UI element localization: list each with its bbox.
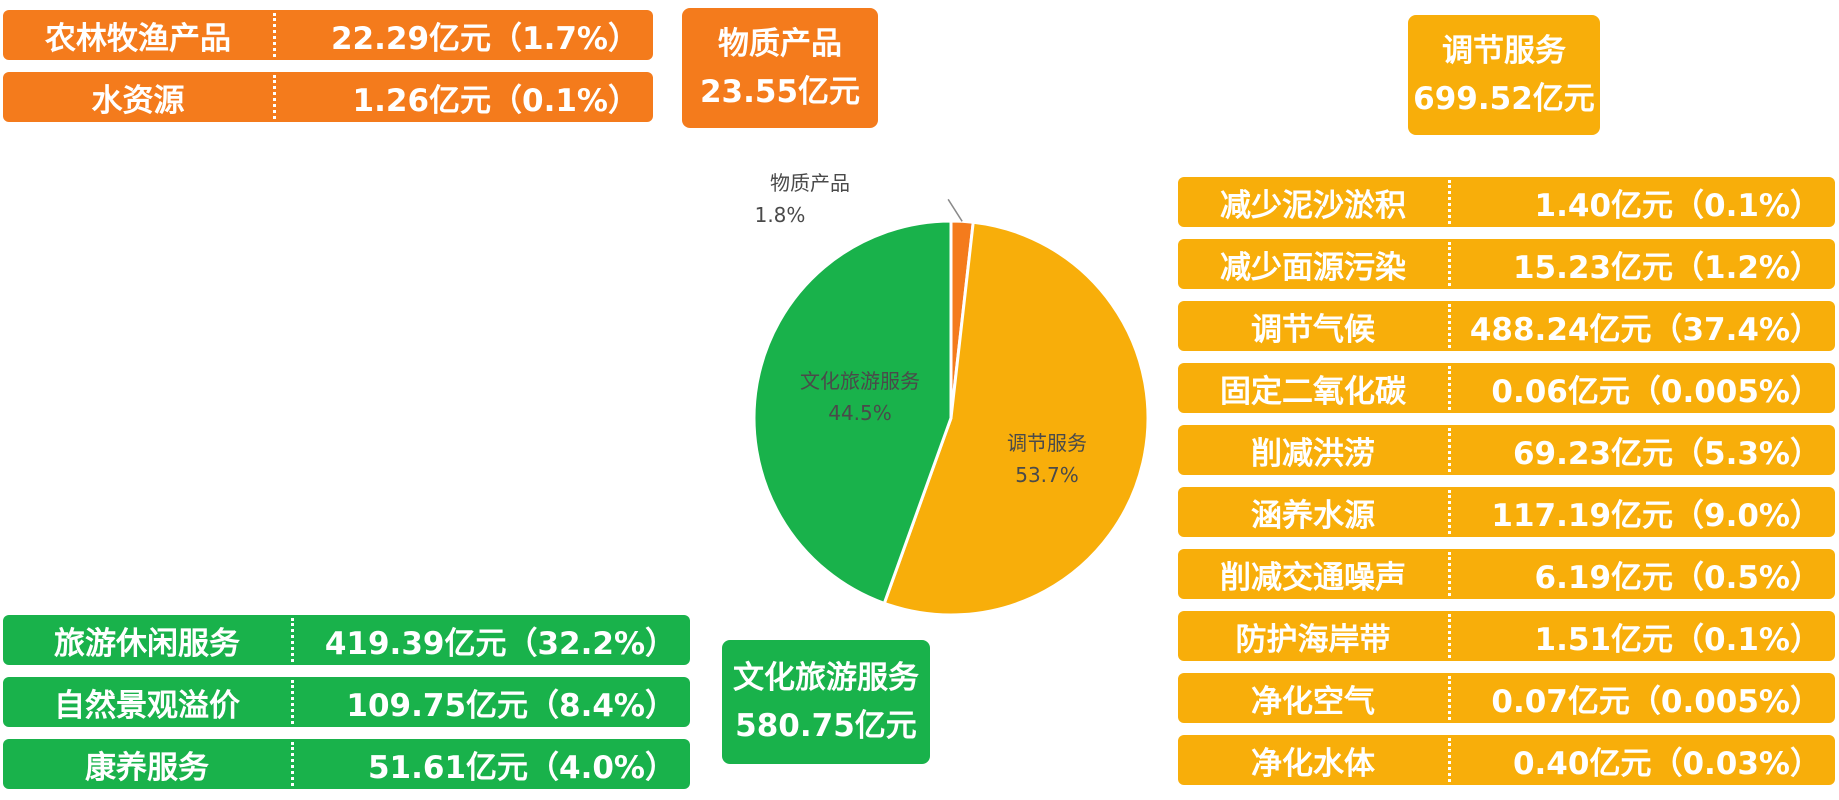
cultural-item-name: 旅游休闲服务 <box>54 625 240 662</box>
row-separator <box>1448 738 1451 782</box>
regulating-item-row: 防护海岸带 1.51亿元（0.1%） <box>1178 611 1835 661</box>
cultural-summary-box: 文化旅游服务 580.75亿元 <box>722 640 930 764</box>
cultural-item-row: 康养服务 51.61亿元（4.0%） <box>3 739 690 789</box>
cultural-item-row: 旅游休闲服务 419.39亿元（32.2%） <box>3 615 690 665</box>
material-item-row: 水资源 1.26亿元（0.1%） <box>3 72 653 122</box>
regulating-item-value: 1.40亿元（0.1%） <box>1534 187 1821 224</box>
cultural-summary-total: 580.75亿元 <box>735 708 917 744</box>
regulating-item-value: 15.23亿元（1.2%） <box>1512 249 1821 286</box>
material-item-value: 1.26亿元（0.1%） <box>352 82 639 119</box>
pie-chart: 物质产品 1.8% 调节服务 53.7% 文化旅游服务 44.5% <box>752 171 1150 617</box>
regulating-item-row: 削减交通噪声 6.19亿元（0.5%） <box>1178 549 1835 599</box>
material-summary-title: 物质产品 <box>718 26 842 62</box>
material-summary-box: 物质产品 23.55亿元 <box>682 8 878 128</box>
regulating-item-name: 减少泥沙淤积 <box>1220 187 1406 224</box>
regulating-item-name: 净化水体 <box>1251 745 1375 782</box>
regulating-item-value: 0.06亿元（0.005%） <box>1491 373 1821 410</box>
row-separator <box>1448 552 1451 596</box>
regulating-item-row: 减少泥沙淤积 1.40亿元（0.1%） <box>1178 177 1835 227</box>
row-separator <box>291 742 294 786</box>
regulating-item-value: 488.24亿元（37.4%） <box>1469 311 1821 348</box>
regulating-item-row: 涵养水源 117.19亿元（9.0%） <box>1178 487 1835 537</box>
pie-label-percent: 1.8% <box>755 203 806 227</box>
material-item-name: 农林牧渔产品 <box>45 20 231 57</box>
regulating-summary-title: 调节服务 <box>1442 33 1566 69</box>
cultural-summary-title: 文化旅游服务 <box>733 660 919 696</box>
row-separator <box>1448 242 1451 286</box>
regulating-summary-box: 调节服务 699.52亿元 <box>1408 15 1600 135</box>
regulating-item-value: 0.40亿元（0.03%） <box>1512 745 1821 782</box>
regulating-item-name: 削减洪涝 <box>1251 435 1375 472</box>
row-separator <box>1448 304 1451 348</box>
pie-label-percent: 44.5% <box>828 401 892 425</box>
material-summary-total: 23.55亿元 <box>699 74 861 110</box>
leader-line <box>947 198 963 222</box>
regulating-item-name: 削减交通噪声 <box>1220 559 1406 596</box>
regulating-item-value: 69.23亿元（5.3%） <box>1512 435 1821 472</box>
regulating-item-name: 涵养水源 <box>1251 497 1375 534</box>
regulating-item-value: 6.19亿元（0.5%） <box>1534 559 1821 596</box>
regulating-item-row: 削减洪涝 69.23亿元（5.3%） <box>1178 425 1835 475</box>
pie-label-name: 文化旅游服务 <box>800 369 920 393</box>
row-separator <box>1448 490 1451 534</box>
regulating-item-row: 净化空气 0.07亿元（0.005%） <box>1178 673 1835 723</box>
regulating-item-value: 1.51亿元（0.1%） <box>1534 621 1821 658</box>
material-item-row: 农林牧渔产品 22.29亿元（1.7%） <box>3 10 653 60</box>
regulating-item-name: 固定二氧化碳 <box>1220 373 1406 410</box>
row-separator <box>1448 366 1451 410</box>
cultural-item-value: 51.61亿元（4.0%） <box>367 749 676 786</box>
cultural-item-name: 康养服务 <box>85 749 209 786</box>
regulating-item-name: 减少面源污染 <box>1220 249 1406 286</box>
regulating-summary-total: 699.52亿元 <box>1413 81 1595 117</box>
regulating-item-row: 调节气候 488.24亿元（37.4%） <box>1178 301 1835 351</box>
pie-slice <box>752 219 953 606</box>
regulating-item-name: 防护海岸带 <box>1235 621 1391 658</box>
regulating-item-name: 净化空气 <box>1251 683 1375 720</box>
pie-label-percent: 53.7% <box>1015 463 1079 487</box>
regulating-item-row: 减少面源污染 15.23亿元（1.2%） <box>1178 239 1835 289</box>
material-item-value: 22.29亿元（1.7%） <box>330 20 639 57</box>
regulating-item-name: 调节气候 <box>1251 311 1375 348</box>
regulating-item-row: 固定二氧化碳 0.06亿元（0.005%） <box>1178 363 1835 413</box>
row-separator <box>1448 428 1451 472</box>
pie-label-name: 物质产品 <box>770 171 850 195</box>
pie-slice <box>882 220 1150 617</box>
cultural-item-value: 109.75亿元（8.4%） <box>346 687 676 724</box>
regulating-item-value: 0.07亿元（0.005%） <box>1491 683 1821 720</box>
row-separator <box>1448 614 1451 658</box>
pie-label-name: 调节服务 <box>1007 431 1087 455</box>
row-separator <box>273 13 276 57</box>
cultural-item-name: 自然景观溢价 <box>54 687 240 724</box>
material-item-name: 水资源 <box>91 82 185 119</box>
row-separator <box>1448 676 1451 720</box>
row-separator <box>1448 180 1451 224</box>
row-separator <box>291 680 294 724</box>
cultural-item-row: 自然景观溢价 109.75亿元（8.4%） <box>3 677 690 727</box>
regulating-item-row: 净化水体 0.40亿元（0.03%） <box>1178 735 1835 785</box>
cultural-item-value: 419.39亿元（32.2%） <box>324 625 676 662</box>
row-separator <box>291 618 294 662</box>
row-separator <box>273 75 276 119</box>
pie-slices <box>752 219 1150 617</box>
regulating-item-value: 117.19亿元（9.0%） <box>1491 497 1821 534</box>
